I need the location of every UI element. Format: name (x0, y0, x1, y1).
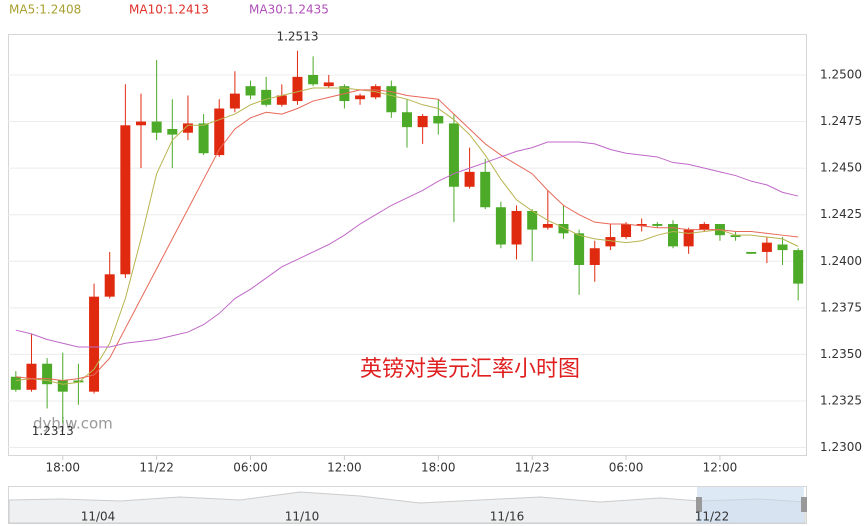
candle-body (464, 171, 475, 187)
y-tick-label: 1.2375 (820, 300, 862, 314)
y-tick-label: 1.2300 (820, 440, 862, 454)
annotation: 英镑对美元汇率小时图 (360, 357, 580, 382)
candle-body (57, 380, 68, 392)
navigator-label: 11/16 (490, 510, 525, 524)
navigator-handle[interactable] (696, 497, 702, 512)
x-tick-label: 06:00 (609, 461, 644, 475)
navigator-handle[interactable] (801, 497, 807, 512)
candle-body (511, 210, 522, 245)
y-tick-label: 1.2425 (820, 207, 862, 221)
candle-body (10, 376, 21, 390)
x-tick-label: 18:00 (421, 461, 456, 475)
legend-item: MA10:1.2413 (129, 3, 209, 17)
candle-body (668, 224, 678, 247)
candle-body (229, 93, 240, 109)
x-tick-label: 11/23 (515, 461, 550, 475)
candle-body (793, 250, 804, 284)
candle-body (527, 210, 538, 230)
candle-body (605, 237, 616, 247)
candle-body (26, 363, 37, 390)
x-tick-label: 06:00 (233, 461, 268, 475)
candle-body (433, 115, 444, 124)
y-tick-label: 1.2400 (820, 254, 862, 268)
x-tick-label: 18:00 (45, 461, 80, 475)
candle-body (636, 224, 647, 226)
candle-body (276, 95, 287, 105)
candle-body (323, 82, 334, 87)
candle-body (214, 108, 225, 156)
min-label: 1.2313 (32, 424, 74, 438)
candle-body (355, 95, 366, 100)
max-label: 1.2513 (276, 29, 318, 43)
candle-body (136, 121, 146, 126)
legend-item: MA30:1.2435 (249, 3, 329, 17)
candle-body (120, 125, 131, 275)
candle-body (261, 89, 272, 105)
plot-frame (8, 34, 807, 456)
candle-body (699, 224, 710, 230)
candle-body (448, 123, 459, 187)
candle-body (495, 207, 506, 245)
candle-body (746, 251, 757, 254)
candle-body (402, 112, 412, 128)
candle-body (308, 74, 319, 85)
y-tick-label: 1.2500 (820, 67, 862, 81)
legend-item: MA5:1.2408 (9, 3, 81, 17)
candle-body (198, 123, 209, 154)
x-tick-label: 12:00 (703, 461, 738, 475)
navigator-selection[interactable] (697, 487, 804, 523)
navigator-label: 11/22 (695, 510, 730, 524)
candle-body (89, 296, 100, 392)
y-tick-label: 1.2475 (820, 114, 862, 128)
candle-body (652, 224, 663, 226)
watermark: dyhjw.com (33, 415, 113, 433)
candle-body (151, 121, 162, 133)
candle-body (730, 235, 741, 238)
candle-body (480, 171, 491, 208)
candle-body (621, 224, 632, 238)
candle-body (245, 86, 256, 96)
ma-line (15, 87, 799, 385)
candle-body (182, 123, 193, 133)
x-tick-label: 11/22 (139, 461, 174, 475)
candle-body (777, 244, 788, 251)
ma-line (15, 89, 799, 381)
y-tick-label: 1.2350 (820, 347, 862, 361)
x-tick-label: 12:00 (327, 461, 362, 475)
y-tick-label: 1.2450 (820, 161, 862, 175)
candle-body (42, 363, 53, 385)
candle-body (589, 248, 600, 265)
y-tick-label: 1.2325 (820, 393, 862, 407)
candle-body (558, 224, 569, 234)
candle-body (292, 76, 303, 102)
candle-body (683, 229, 694, 247)
navigator-label: 11/04 (81, 510, 116, 524)
ma-line (15, 141, 799, 348)
candle-body (386, 86, 397, 113)
candle-body (167, 129, 178, 135)
candle-body (73, 380, 84, 383)
candle-body (417, 115, 428, 128)
candle-body (761, 242, 772, 252)
candle-body (542, 224, 553, 228)
navigator-label: 11/10 (285, 510, 320, 524)
candle-body (574, 233, 585, 265)
candle-body (104, 274, 115, 297)
